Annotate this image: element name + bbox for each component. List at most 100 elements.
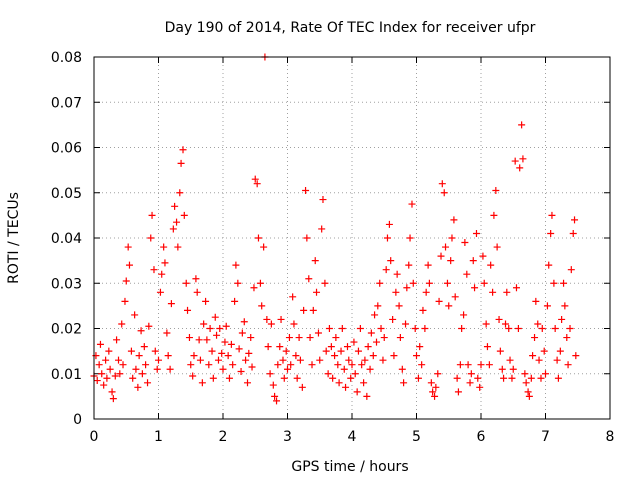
data-point (556, 347, 564, 355)
data-point (109, 395, 117, 403)
data-point (145, 322, 153, 330)
data-point (485, 361, 493, 369)
data-point (167, 300, 175, 308)
data-point (545, 261, 553, 269)
data-point (479, 252, 487, 260)
data-point (542, 370, 549, 378)
data-point (282, 347, 290, 355)
data-point (519, 155, 527, 163)
data-point (266, 370, 274, 378)
data-point (422, 288, 430, 296)
data-point (408, 200, 416, 208)
data-point (180, 211, 188, 219)
data-point (211, 313, 219, 321)
data-point (416, 343, 424, 351)
data-point (254, 234, 262, 242)
data-point (498, 365, 506, 373)
data-point (264, 343, 272, 351)
data-point (187, 361, 195, 369)
data-point (244, 379, 252, 387)
data-point (402, 320, 410, 328)
x-tick-label: 7 (541, 429, 550, 445)
data-point (348, 361, 356, 369)
data-point (512, 284, 520, 292)
data-point (300, 306, 308, 314)
data-point (569, 229, 577, 237)
data-point (274, 361, 282, 369)
data-point (108, 388, 116, 396)
data-point (322, 347, 330, 355)
data-point (508, 374, 516, 382)
data-point (338, 325, 346, 332)
data-point (522, 379, 530, 387)
data-point (547, 229, 555, 237)
data-point (325, 325, 333, 332)
data-point (161, 259, 169, 267)
data-point (364, 343, 372, 351)
data-point (493, 243, 501, 251)
data-point (284, 365, 291, 373)
data-point (461, 239, 469, 247)
data-point (548, 211, 556, 219)
data-point (214, 356, 222, 364)
data-point (203, 336, 211, 344)
data-point (447, 257, 455, 265)
data-point (277, 315, 285, 323)
data-point (196, 356, 204, 364)
data-point (231, 297, 239, 305)
data-point (113, 336, 121, 344)
data-point (334, 361, 342, 369)
data-point (271, 392, 279, 400)
data-point (318, 225, 326, 233)
data-point (389, 315, 397, 323)
data-point (540, 347, 548, 355)
data-point (137, 327, 145, 335)
data-point (92, 352, 100, 360)
data-point (160, 243, 168, 251)
data-point (206, 325, 214, 332)
data-point (342, 383, 350, 391)
data-point (385, 220, 393, 228)
data-point (177, 159, 185, 167)
data-point (142, 361, 150, 369)
data-point (358, 361, 366, 369)
data-point (327, 343, 335, 351)
data-point (387, 257, 395, 265)
data-point (395, 302, 403, 310)
data-point (193, 288, 201, 296)
data-point (506, 356, 514, 364)
data-point (534, 320, 542, 328)
y-axis-label: ROTI / TECUs (6, 192, 22, 284)
data-point (106, 365, 114, 373)
data-point (431, 392, 439, 400)
data-point (289, 293, 297, 301)
y-tick-label: 0.08 (51, 50, 82, 66)
data-point (179, 146, 187, 154)
y-tick-label: 0.02 (51, 322, 82, 338)
data-point (340, 365, 348, 373)
data-point (202, 297, 210, 305)
data-point (553, 356, 561, 364)
data-point (371, 311, 379, 319)
data-point (392, 288, 400, 296)
data-point (443, 279, 451, 287)
data-point (138, 370, 146, 378)
data-point (222, 322, 230, 330)
data-point (483, 343, 491, 351)
data-point (263, 315, 271, 323)
data-point (566, 325, 574, 332)
x-tick-label: 1 (154, 429, 163, 445)
data-point (96, 340, 104, 348)
data-point (495, 315, 503, 323)
data-point (311, 257, 319, 265)
chart-title: Day 190 of 2014, Rate Of TEC Index for r… (165, 20, 536, 36)
data-point (563, 334, 571, 342)
data-point (543, 302, 551, 310)
data-point (303, 234, 311, 242)
axis-ticks: 0 1 2 3 4 5 6 7 8 0 0.01 0.02 0.03 0.04 0.05 0.06 0.07 0.… (51, 50, 615, 445)
y-tick-label: 0.07 (51, 95, 82, 111)
data-point (155, 356, 162, 364)
data-point (131, 311, 139, 319)
data-point (343, 343, 351, 351)
